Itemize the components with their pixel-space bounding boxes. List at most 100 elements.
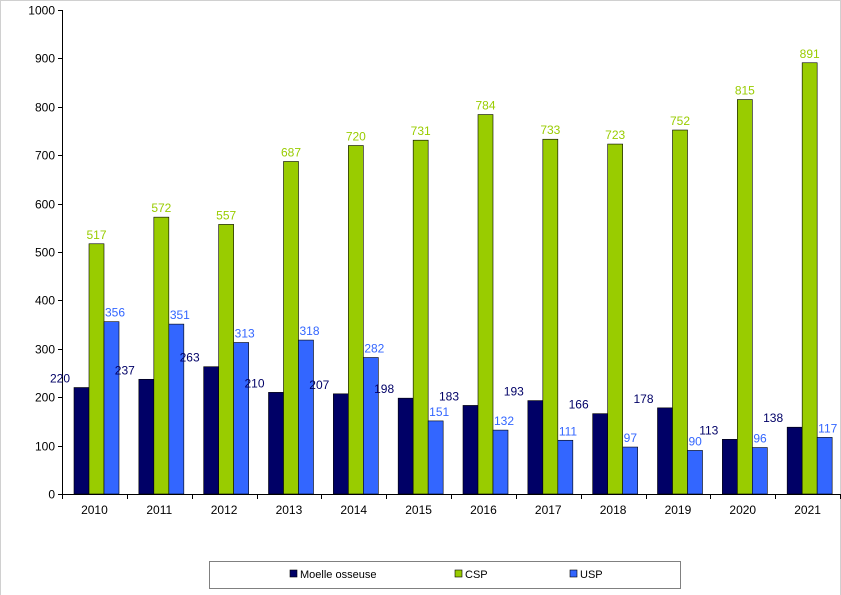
bar bbox=[397, 397, 414, 495]
x-tick-label: 2020 bbox=[729, 503, 756, 517]
bar bbox=[477, 114, 494, 495]
bar bbox=[752, 447, 768, 495]
legend-label: USP bbox=[580, 569, 603, 581]
data-label: 117 bbox=[818, 421, 837, 435]
legend-box bbox=[209, 561, 681, 589]
data-label: 723 bbox=[605, 128, 625, 142]
data-label: 784 bbox=[475, 99, 495, 113]
data-label: 138 bbox=[763, 411, 783, 425]
bar bbox=[672, 129, 688, 495]
data-label: 166 bbox=[569, 398, 589, 412]
bar bbox=[138, 378, 155, 495]
data-label: 96 bbox=[753, 432, 767, 446]
bar bbox=[283, 161, 299, 495]
data-label: 97 bbox=[624, 431, 638, 445]
legend-label: CSP bbox=[465, 569, 488, 581]
bar bbox=[622, 446, 638, 495]
y-tick-label: 600 bbox=[35, 198, 55, 212]
bar bbox=[462, 405, 479, 495]
data-label: 351 bbox=[170, 308, 190, 322]
bar bbox=[333, 393, 349, 495]
bar bbox=[103, 321, 120, 495]
bar bbox=[363, 357, 379, 495]
bar bbox=[607, 143, 623, 495]
bar bbox=[542, 138, 559, 495]
bar bbox=[73, 387, 90, 495]
data-label: 198 bbox=[374, 382, 394, 396]
y-tick-label: 800 bbox=[35, 101, 55, 115]
bars bbox=[73, 62, 833, 495]
bar bbox=[687, 450, 703, 495]
legend: Moelle osseuse CSP USP bbox=[209, 561, 681, 589]
data-label: 572 bbox=[151, 201, 171, 215]
bar bbox=[557, 439, 574, 495]
y-tick-label: 700 bbox=[35, 149, 55, 163]
x-tick-label: 2010 bbox=[81, 503, 108, 517]
bar bbox=[203, 366, 219, 495]
x-tick-label: 2015 bbox=[405, 503, 432, 517]
legend-swatch bbox=[569, 569, 578, 578]
bar bbox=[348, 145, 364, 495]
data-label: 193 bbox=[504, 385, 524, 399]
y-tick-label: 100 bbox=[35, 440, 55, 454]
bar bbox=[801, 62, 818, 495]
x-tick-label: 2019 bbox=[665, 503, 692, 517]
y-tick-label: 0 bbox=[48, 488, 55, 502]
legend-label: Moelle osseuse bbox=[300, 569, 376, 581]
bar bbox=[153, 216, 170, 495]
bar bbox=[88, 243, 105, 495]
data-label: 891 bbox=[800, 47, 820, 61]
bar bbox=[492, 429, 509, 495]
data-label: 263 bbox=[180, 351, 200, 365]
x-tick-label: 2018 bbox=[600, 503, 627, 517]
x-tick-label: 2013 bbox=[276, 503, 303, 517]
bar bbox=[786, 426, 803, 495]
legend-swatch bbox=[289, 569, 298, 578]
data-label: 752 bbox=[670, 114, 690, 128]
bar bbox=[218, 224, 234, 495]
data-label: 183 bbox=[439, 389, 459, 403]
y-tick-label: 500 bbox=[35, 246, 55, 260]
y-tick-label: 1000 bbox=[28, 4, 55, 18]
bar bbox=[527, 400, 544, 495]
data-label: 815 bbox=[735, 84, 755, 98]
data-label: 113 bbox=[699, 423, 718, 437]
x-tick-label: 2011 bbox=[146, 503, 172, 517]
bar bbox=[412, 139, 429, 495]
bar bbox=[816, 437, 833, 495]
data-label: 557 bbox=[216, 208, 236, 222]
bar bbox=[168, 323, 185, 495]
data-label: 720 bbox=[346, 130, 366, 144]
bar bbox=[592, 413, 608, 495]
x-tick-label: 2017 bbox=[535, 503, 562, 517]
x-tick-label: 2021 bbox=[794, 503, 821, 517]
x-tick-label: 2016 bbox=[470, 503, 497, 517]
bar bbox=[737, 99, 753, 495]
data-label: 207 bbox=[309, 378, 329, 392]
data-label: 178 bbox=[633, 392, 653, 406]
y-axis: 0 100 200 300 400 500 600 700 800 900 1000 bbox=[28, 4, 63, 502]
data-label: 356 bbox=[105, 306, 125, 320]
data-label: 220 bbox=[50, 372, 70, 386]
data-label: 731 bbox=[411, 124, 431, 138]
bar bbox=[427, 420, 444, 495]
bar bbox=[298, 339, 314, 495]
data-label: 151 bbox=[429, 405, 449, 419]
data-label: 687 bbox=[281, 145, 301, 159]
y-tick-label: 900 bbox=[35, 52, 55, 66]
x-tick-label: 2014 bbox=[340, 503, 367, 517]
data-label: 733 bbox=[540, 123, 560, 137]
data-label: 313 bbox=[235, 327, 255, 341]
bar bbox=[233, 342, 249, 495]
bar bbox=[268, 392, 284, 495]
y-tick-label: 200 bbox=[35, 391, 55, 405]
data-label: 90 bbox=[689, 434, 703, 448]
data-label: 132 bbox=[494, 414, 514, 428]
bar bbox=[657, 407, 673, 495]
x-axis: 2010 2011 2012 2013 2014 2015 2016 2017 2018 2019… bbox=[62, 494, 841, 517]
data-label: 111 bbox=[559, 424, 578, 438]
data-label: 318 bbox=[300, 324, 320, 338]
x-tick-label: 2012 bbox=[211, 503, 238, 517]
legend-swatch bbox=[454, 569, 463, 578]
